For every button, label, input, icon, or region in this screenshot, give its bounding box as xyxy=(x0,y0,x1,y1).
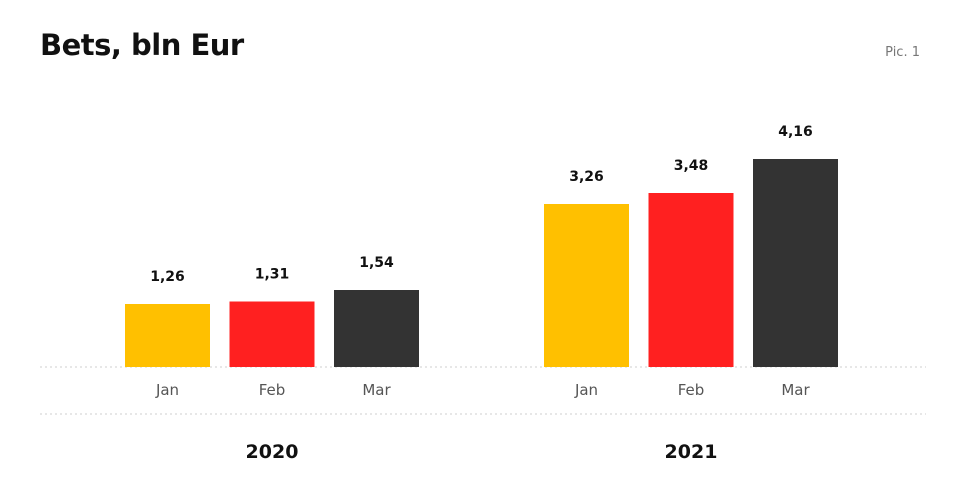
value-label: 1,26 xyxy=(150,269,185,285)
value-label: 4,16 xyxy=(778,124,813,140)
bar-2020-jan xyxy=(125,304,210,367)
value-label: 3,26 xyxy=(569,169,604,185)
category-tick-label: Feb xyxy=(259,381,286,399)
group-label-2020: 2020 xyxy=(246,441,299,463)
bar-2021-jan xyxy=(544,204,629,367)
category-tick-label: Jan xyxy=(155,381,179,399)
value-label: 1,54 xyxy=(359,255,394,271)
picture-number: Pic. 1 xyxy=(885,45,920,60)
value-label: 3,48 xyxy=(674,158,709,174)
bar-2021-mar xyxy=(753,159,838,367)
chart-title: Bets, bln Eur xyxy=(40,28,244,62)
category-tick-label: Jan xyxy=(574,381,598,399)
value-label: 1,31 xyxy=(255,267,290,283)
category-tick-label: Mar xyxy=(362,381,391,399)
category-tick-label: Feb xyxy=(678,381,705,399)
group-label-2021: 2021 xyxy=(665,441,718,463)
bar-2020-feb xyxy=(229,301,315,367)
bar-2020-mar xyxy=(334,290,419,367)
category-tick-label: Mar xyxy=(781,381,810,399)
bar-2021-feb xyxy=(648,193,734,367)
